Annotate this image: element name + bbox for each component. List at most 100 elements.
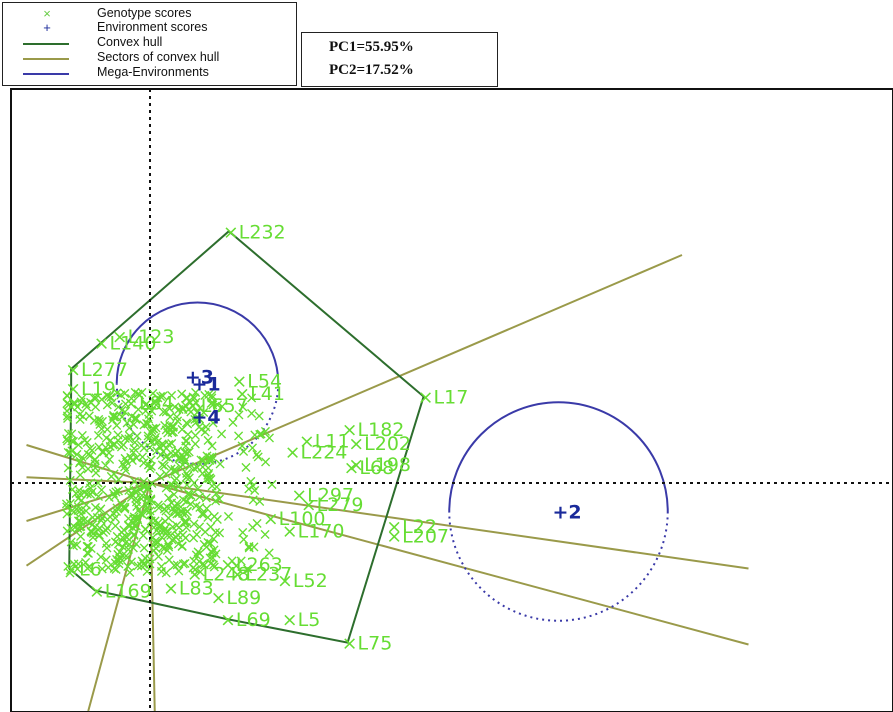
genotype-cloud-marker: ×	[76, 407, 89, 426]
genotype-cloud-marker: ×	[213, 454, 226, 473]
genotype-cloud-marker: ×	[204, 517, 217, 536]
genotype-cloud-marker: ×	[162, 535, 175, 554]
genotype-cloud-marker: ×	[179, 503, 192, 522]
genotype-cloud-marker: ×	[143, 501, 156, 520]
genotype-cloud-marker: ×	[119, 533, 132, 552]
environment-label: +3	[185, 367, 214, 389]
sector-ray	[26, 482, 151, 522]
genotype-cloud-marker: ×	[149, 418, 162, 437]
genotype-cloud-marker: ×	[130, 497, 143, 516]
genotype-cloud-marker: ×	[138, 477, 151, 496]
genotype-cloud-marker: ×	[113, 542, 126, 561]
genotype-cloud-marker: ×	[144, 489, 157, 508]
genotype-cloud-marker: ×	[61, 458, 74, 477]
genotype-cloud-marker: ×	[84, 484, 97, 503]
genotype-cloud-marker: ×	[108, 558, 121, 577]
genotype-cloud-marker: ×	[101, 395, 114, 414]
genotype-cloud-marker: ×	[61, 386, 74, 405]
genotype-label: ×L248	[187, 563, 250, 585]
genotype-cloud-marker: ×	[95, 480, 108, 499]
legend: × Genotype scores + Environment scores C…	[2, 2, 297, 86]
genotype-cloud-marker: ×	[74, 517, 87, 536]
genotype-cloud-marker: ×	[100, 518, 113, 537]
genotype-label: ×L140	[94, 332, 157, 354]
genotype-cloud-marker: ×	[75, 491, 88, 510]
genotype-cloud-marker: ×	[95, 508, 108, 527]
genotype-label: ×L100	[263, 508, 326, 530]
genotype-cloud-marker: ×	[135, 556, 148, 575]
genotype-cloud-marker: ×	[110, 527, 123, 546]
genotype-cloud-marker: ×	[252, 447, 265, 466]
genotype-cloud-marker: ×	[145, 431, 158, 450]
genotype-cloud-marker: ×	[168, 459, 181, 478]
genotype-cloud-marker: ×	[153, 521, 166, 540]
genotype-cloud-marker: ×	[181, 414, 194, 433]
genotype-cloud-marker: ×	[207, 540, 220, 559]
genotype-cloud-marker: ×	[67, 554, 80, 573]
genotype-cloud-marker: ×	[116, 528, 129, 547]
genotype-cloud-marker: ×	[83, 473, 96, 492]
genotype-cloud-marker: ×	[209, 544, 222, 563]
genotype-cloud-marker: ×	[151, 432, 164, 451]
genotype-cloud-marker: ×	[166, 418, 179, 437]
genotype-cloud-marker: ×	[157, 435, 170, 454]
genotype-label: ×L297	[291, 484, 354, 506]
genotype-cloud-marker: ×	[180, 475, 193, 494]
genotype-cloud-marker: ×	[65, 431, 78, 450]
genotype-cloud-marker: ×	[145, 401, 158, 420]
genotype-cloud-marker: ×	[86, 515, 99, 534]
genotype-cloud-marker: ×	[139, 519, 152, 538]
genotype-cloud-marker: ×	[205, 450, 218, 469]
genotype-cloud-marker: ×	[207, 529, 220, 548]
genotype-cloud-marker: ×	[95, 511, 108, 530]
genotype-cloud-marker: ×	[250, 445, 263, 464]
genotype-cloud-marker: ×	[169, 527, 182, 546]
mega-environment-arc	[115, 301, 280, 384]
genotype-label: ×L170	[282, 521, 345, 543]
genotype-cloud-marker: ×	[118, 449, 131, 468]
genotype-cloud-marker: ×	[180, 388, 193, 407]
genotype-cloud-marker: ×	[211, 510, 224, 529]
genotype-cloud-marker: ×	[175, 501, 188, 520]
genotype-label: ×L75	[342, 633, 393, 655]
genotype-cloud-marker: ×	[168, 462, 181, 481]
genotype-cloud-marker: ×	[170, 469, 183, 488]
genotype-cloud-marker: ×	[73, 517, 86, 536]
genotype-cloud-marker: ×	[141, 497, 154, 516]
genotype-cloud-marker: ×	[120, 452, 133, 471]
genotype-cloud-marker: ×	[93, 525, 106, 544]
genotype-cloud-marker: ×	[61, 406, 74, 425]
genotype-cloud-marker: ×	[155, 561, 168, 580]
genotype-cloud-marker: ×	[137, 453, 150, 472]
legend-item-genotype: × Genotype scores	[3, 7, 293, 21]
genotype-cloud-marker: ×	[102, 558, 115, 577]
genotype-cloud-marker: ×	[141, 488, 154, 507]
genotype-cloud-marker: ×	[74, 527, 87, 546]
genotype-cloud-marker: ×	[92, 526, 105, 545]
genotype-marker-icon: ×	[43, 6, 51, 21]
genotype-cloud-marker: ×	[109, 560, 122, 579]
genotype-cloud-marker: ×	[201, 465, 214, 484]
genotype-cloud-marker: ×	[88, 450, 101, 469]
genotype-cloud-marker: ×	[103, 487, 116, 506]
genotype-cloud-marker: ×	[149, 531, 162, 550]
genotype-cloud-marker: ×	[204, 541, 217, 560]
genotype-label: ×L237	[230, 563, 293, 585]
legend-label: Environment scores	[97, 20, 208, 34]
genotype-cloud-marker: ×	[139, 548, 152, 567]
genotype-cloud-marker: ×	[180, 413, 193, 432]
genotype-cloud-marker: ×	[182, 442, 195, 461]
genotype-cloud-marker: ×	[176, 455, 189, 474]
genotype-cloud-marker: ×	[203, 468, 216, 487]
genotype-cloud-marker: ×	[254, 424, 267, 443]
genotype-cloud-marker: ×	[89, 388, 102, 407]
genotype-cloud-marker: ×	[95, 419, 108, 438]
genotype-cloud-marker: ×	[89, 517, 102, 536]
genotype-cloud-marker: ×	[73, 511, 86, 530]
genotype-cloud-marker: ×	[119, 394, 132, 413]
genotype-cloud-marker: ×	[106, 435, 119, 454]
genotype-cloud-marker: ×	[202, 464, 215, 483]
genotype-cloud-marker: ×	[179, 450, 192, 469]
genotype-cloud-marker: ×	[89, 498, 102, 517]
genotype-cloud-marker: ×	[131, 510, 144, 529]
